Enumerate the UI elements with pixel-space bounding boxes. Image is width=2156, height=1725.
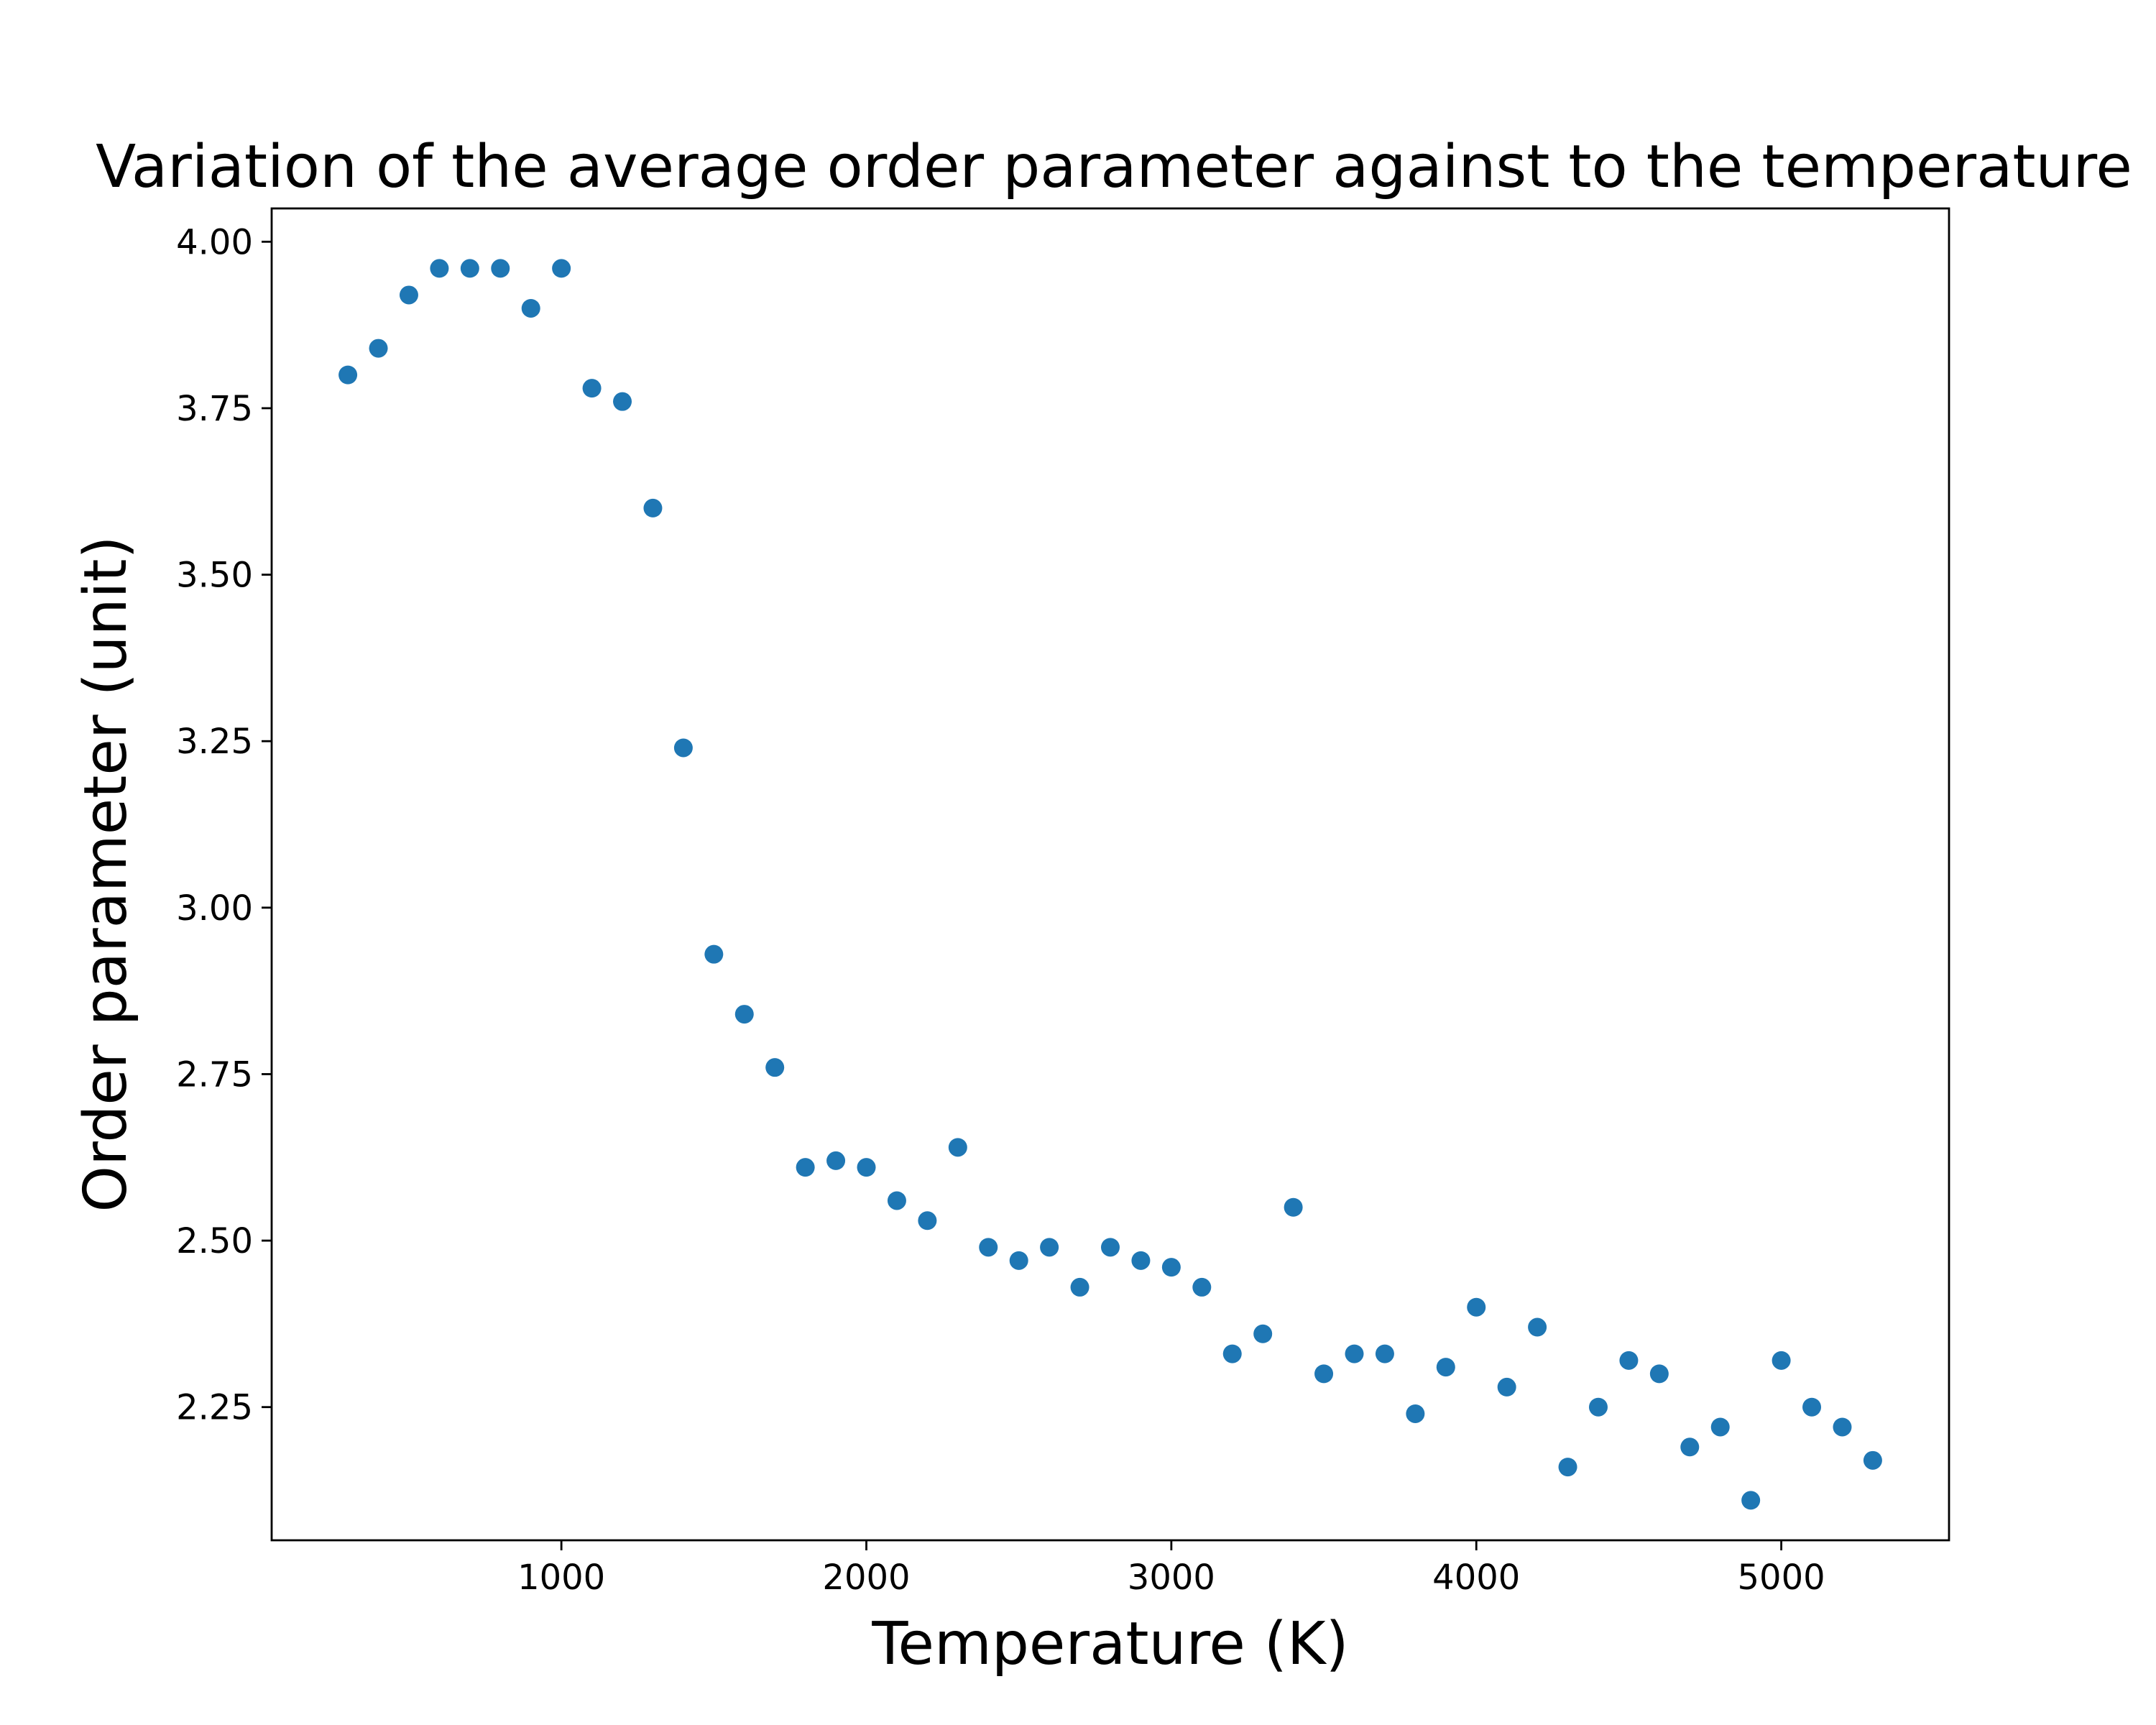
data-point [1161, 1258, 1181, 1277]
data-point [979, 1238, 998, 1257]
data-point [796, 1158, 815, 1177]
data-point [582, 379, 602, 398]
x-tick-label: 2000 [822, 1558, 910, 1598]
data-point [1009, 1251, 1028, 1270]
data-point [1222, 1344, 1242, 1363]
data-point [399, 285, 418, 305]
y-tick-label: 3.00 [176, 888, 253, 929]
chart-title: Variation of the average order parameter… [96, 133, 2132, 201]
data-point [918, 1211, 937, 1230]
data-point [1345, 1344, 1364, 1363]
x-tick-label: 5000 [1738, 1558, 1825, 1598]
data-point [552, 259, 571, 278]
data-point [1040, 1238, 1059, 1257]
y-axis: 2.25 2.50 2.75 3.00 3.25 3.50 3.75 4.00 [176, 222, 272, 1428]
data-point [338, 365, 358, 385]
y-tick-label: 2.25 [176, 1388, 253, 1428]
x-axis-label: Temperature (K) [871, 1610, 1348, 1678]
x-axis: 1000 2000 3000 4000 5000 [517, 1540, 1825, 1598]
data-point [826, 1151, 846, 1170]
data-point [887, 1191, 906, 1210]
y-tick-label: 2.50 [176, 1221, 253, 1261]
data-point [1436, 1358, 1455, 1377]
data-point [1131, 1251, 1151, 1270]
data-point [1710, 1417, 1730, 1437]
data-point [369, 339, 388, 358]
data-point [1284, 1197, 1303, 1217]
data-point [765, 1058, 785, 1077]
data-point [1802, 1397, 1822, 1417]
x-tick-label: 4000 [1432, 1558, 1520, 1598]
x-tick-label: 1000 [517, 1558, 605, 1598]
data-point [1649, 1364, 1669, 1384]
data-point [1558, 1458, 1577, 1477]
data-point [430, 259, 449, 278]
data-point [521, 298, 540, 318]
y-tick-label: 3.25 [176, 722, 253, 762]
data-point [1680, 1438, 1700, 1457]
data-point [673, 738, 693, 758]
data-point [1588, 1397, 1608, 1417]
data-point [1833, 1417, 1852, 1437]
data-point [704, 944, 724, 964]
y-tick-label: 4.00 [176, 222, 253, 262]
data-point [1863, 1450, 1882, 1470]
data-point [1314, 1364, 1334, 1384]
data-point [1497, 1377, 1516, 1397]
plot-area [338, 259, 1882, 1510]
data-point [1253, 1324, 1273, 1343]
data-point [460, 259, 479, 278]
data-point [1406, 1404, 1425, 1423]
y-axis-label: Order parameter (unit) [72, 536, 140, 1213]
data-point [1528, 1317, 1547, 1337]
data-point [857, 1158, 876, 1177]
data-point [643, 498, 663, 518]
data-point [1467, 1297, 1486, 1317]
data-point [613, 392, 632, 411]
data-point [491, 259, 510, 278]
plot-frame [270, 207, 1950, 1542]
y-tick-label: 2.75 [176, 1054, 253, 1095]
data-point [1375, 1344, 1394, 1363]
y-tick-label: 3.75 [176, 389, 253, 429]
data-point [1741, 1491, 1761, 1510]
data-point [1192, 1277, 1212, 1297]
data-point [734, 1005, 754, 1024]
data-point [948, 1138, 967, 1157]
x-tick-label: 3000 [1128, 1558, 1215, 1598]
y-tick-label: 3.50 [176, 556, 253, 596]
data-point [1070, 1277, 1089, 1297]
data-point [1619, 1351, 1639, 1370]
data-point [1772, 1351, 1791, 1370]
data-point [1101, 1238, 1120, 1257]
